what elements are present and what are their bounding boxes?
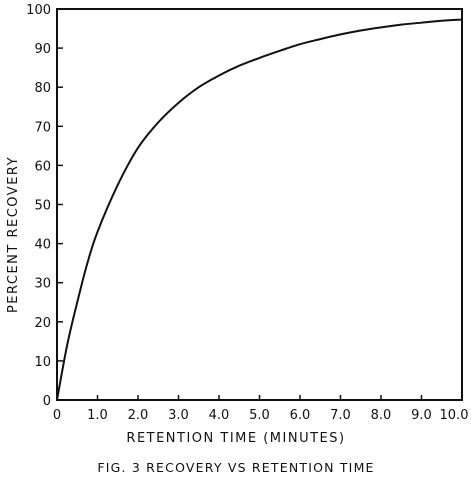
y-tick-label: 90 (34, 42, 51, 57)
plot-frame (56, 8, 463, 401)
y-axis-title: PERCENT RECOVERY (6, 156, 21, 313)
x-tick-label: 8.0 (371, 408, 392, 423)
x-axis-title: RETENTION TIME (MINUTES) (126, 431, 345, 446)
figure-caption: FIG. 3 RECOVERY VS RETENTION TIME (97, 460, 374, 475)
y-tick-label: 20 (34, 316, 51, 331)
x-tick-label: 4.0 (209, 408, 230, 423)
x-tick-label: 1.0 (87, 408, 108, 423)
y-tick-label: 40 (34, 238, 51, 253)
y-tick-label: 30 (34, 277, 51, 292)
x-tick-label: 5.0 (249, 408, 270, 423)
x-tick-label: 2.0 (128, 408, 149, 423)
series-line (56, 18, 463, 401)
x-tick-label: 7.0 (330, 408, 351, 423)
x-axis-ticks: 0 1.0 2.0 3.0 4.0 5.0 6.0 7.0 8.0 9.0 10.0 (53, 395, 469, 423)
x-tick-label: 3.0 (168, 408, 189, 423)
x-tick-label: 6.0 (290, 408, 311, 423)
y-tick-label: 100 (26, 3, 51, 18)
y-tick-label: 10 (34, 355, 51, 370)
y-tick-label: 0 (43, 394, 51, 409)
y-tick-label: 50 (34, 199, 51, 214)
y-tick-label: 70 (34, 120, 51, 135)
x-tick-label: 0 (53, 408, 61, 423)
y-tick-label: 80 (34, 81, 51, 96)
x-tick-label: 9.0 (411, 408, 432, 423)
y-tick-label: 60 (34, 159, 51, 174)
x-tick-label: 10.0 (440, 408, 469, 423)
